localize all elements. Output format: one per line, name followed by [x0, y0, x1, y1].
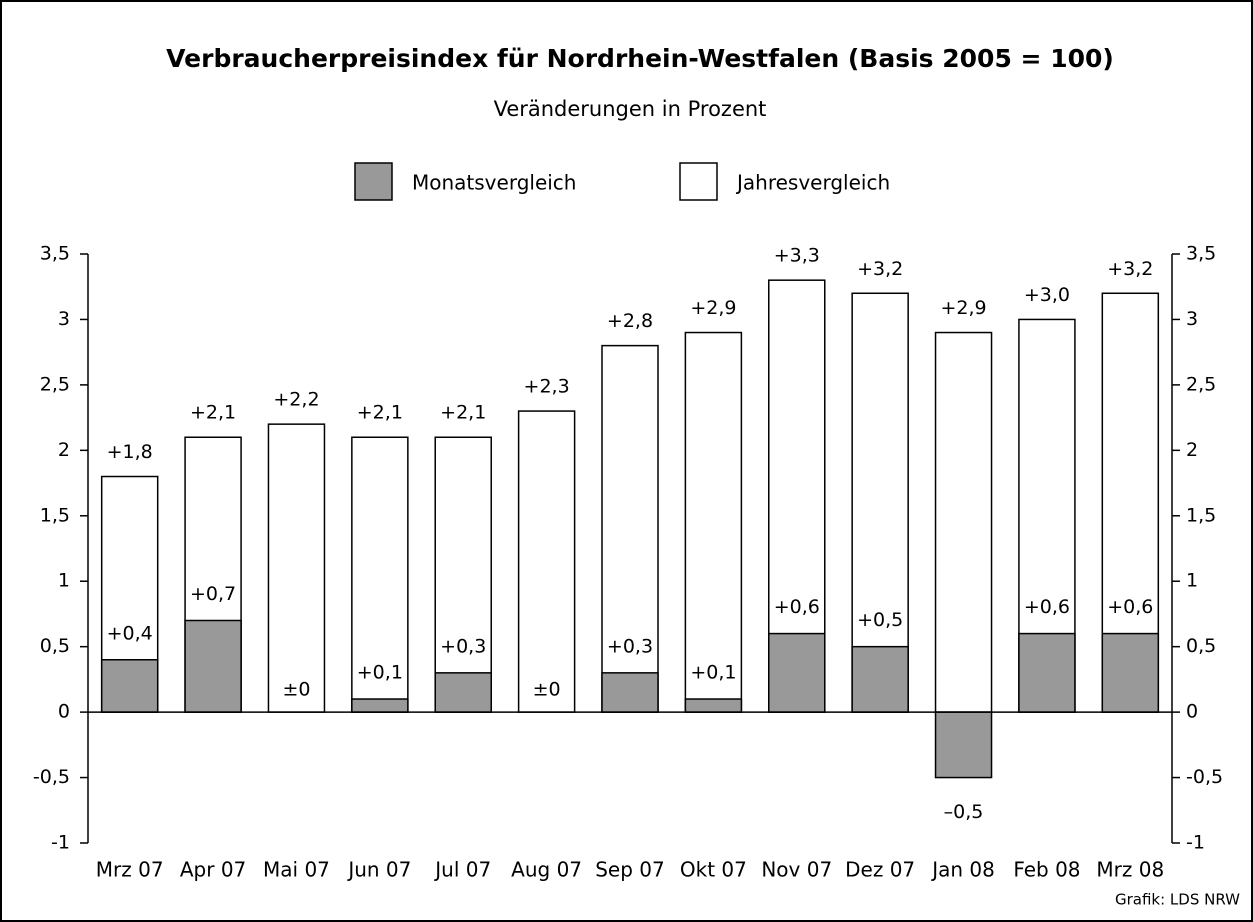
- value-label: +0,1: [690, 662, 736, 684]
- y-tick-label-right: 2,5: [1186, 373, 1216, 395]
- y-tick-label: 0,5: [40, 635, 70, 657]
- x-tick-label: Mai 07: [263, 858, 330, 882]
- value-label: +3,0: [1024, 284, 1070, 306]
- value-label: +0,4: [107, 622, 153, 644]
- source-note: Grafik: LDS NRW: [1115, 891, 1240, 909]
- y-tick-label: 2,5: [40, 373, 70, 395]
- y-tick-label: 3,5: [40, 243, 70, 265]
- value-label: +0,6: [1107, 596, 1153, 618]
- y-tick-label: 3: [58, 308, 70, 330]
- value-label: +0,7: [190, 583, 236, 605]
- bar: [684, 698, 743, 713]
- bar: [1101, 632, 1160, 713]
- x-tick-label: Nov 07: [761, 858, 832, 882]
- value-label: +0,3: [607, 635, 653, 657]
- value-label: +2,1: [190, 402, 236, 424]
- bar: [267, 423, 326, 713]
- x-tick-label: Mrz 08: [1096, 858, 1164, 882]
- bar: [184, 619, 242, 713]
- value-label: +2,9: [940, 297, 986, 319]
- x-tick-label: Jan 08: [930, 858, 995, 882]
- bar: [434, 436, 492, 713]
- x-tick-label: Feb 08: [1013, 858, 1080, 882]
- value-label: +0,6: [774, 596, 820, 618]
- y-tick-label-right: 2: [1186, 439, 1198, 461]
- bar: [1018, 632, 1076, 713]
- value-label: +2,1: [440, 402, 486, 424]
- x-tick-label: Mrz 07: [96, 858, 164, 882]
- value-label: +3,2: [1107, 258, 1153, 280]
- value-label: +2,2: [273, 389, 319, 411]
- bar: [434, 672, 492, 713]
- value-label: +1,8: [107, 441, 153, 463]
- bar: [601, 344, 659, 713]
- bar: [601, 672, 659, 713]
- bar: [351, 698, 409, 713]
- x-tick-label: Okt 07: [680, 858, 747, 882]
- value-label: +0,5: [857, 609, 903, 631]
- value-label: +0,6: [1024, 596, 1070, 618]
- bar: [851, 292, 909, 713]
- value-label: +2,3: [524, 376, 570, 398]
- y-tick-label-right: 1,5: [1186, 504, 1216, 526]
- y-tick-label: 2: [58, 439, 70, 461]
- bar: [934, 711, 993, 779]
- legend-swatch: [354, 162, 393, 201]
- y-tick-label-right: 0,5: [1186, 635, 1216, 657]
- y-tick-label: 1,5: [40, 504, 70, 526]
- value-label: +0,3: [440, 635, 486, 657]
- x-tick-label: Apr 07: [180, 858, 246, 882]
- y-tick-label: -1: [51, 832, 70, 854]
- y-tick-label: 1: [58, 570, 70, 592]
- value-label: +0,1: [357, 662, 403, 684]
- legend-swatch: [679, 162, 718, 201]
- y-tick-label-right: 0: [1186, 701, 1198, 723]
- y-tick-label-right: 3: [1186, 308, 1198, 330]
- bar: [768, 632, 826, 713]
- bar: [351, 436, 409, 713]
- y-tick-label-right: -1: [1186, 832, 1205, 854]
- value-label: ±0: [533, 679, 561, 701]
- bar: [100, 659, 159, 713]
- legend-label: Jahresvergleich: [735, 171, 890, 195]
- bar: [851, 645, 909, 713]
- x-tick-label: Sep 07: [595, 858, 665, 882]
- bar: [517, 410, 576, 713]
- x-tick-label: Jun 07: [346, 858, 411, 882]
- value-label: +3,2: [857, 258, 903, 280]
- y-tick-label: -0,5: [33, 766, 70, 788]
- y-tick-label-right: 3,5: [1186, 243, 1216, 265]
- y-tick-label: 0: [58, 701, 70, 723]
- bar: [684, 331, 743, 713]
- bar: [934, 331, 993, 713]
- x-tick-label: Jul 07: [433, 858, 491, 882]
- value-label: +2,8: [607, 310, 653, 332]
- value-label: +2,9: [690, 297, 736, 319]
- value-label: +2,1: [357, 402, 403, 424]
- x-tick-label: Aug 07: [511, 858, 582, 882]
- value-label: +3,3: [774, 245, 820, 267]
- y-tick-label-right: -0,5: [1186, 766, 1223, 788]
- chart-title: Verbraucherpreisindex für Nordrhein-West…: [166, 44, 1114, 73]
- x-tick-label: Dez 07: [845, 858, 915, 882]
- legend-label: Monatsvergleich: [412, 171, 576, 195]
- y-tick-label-right: 1: [1186, 570, 1198, 592]
- chart-subtitle: Veränderungen in Prozent: [494, 97, 767, 121]
- value-label: –0,5: [944, 801, 984, 823]
- value-label: ±0: [282, 679, 310, 701]
